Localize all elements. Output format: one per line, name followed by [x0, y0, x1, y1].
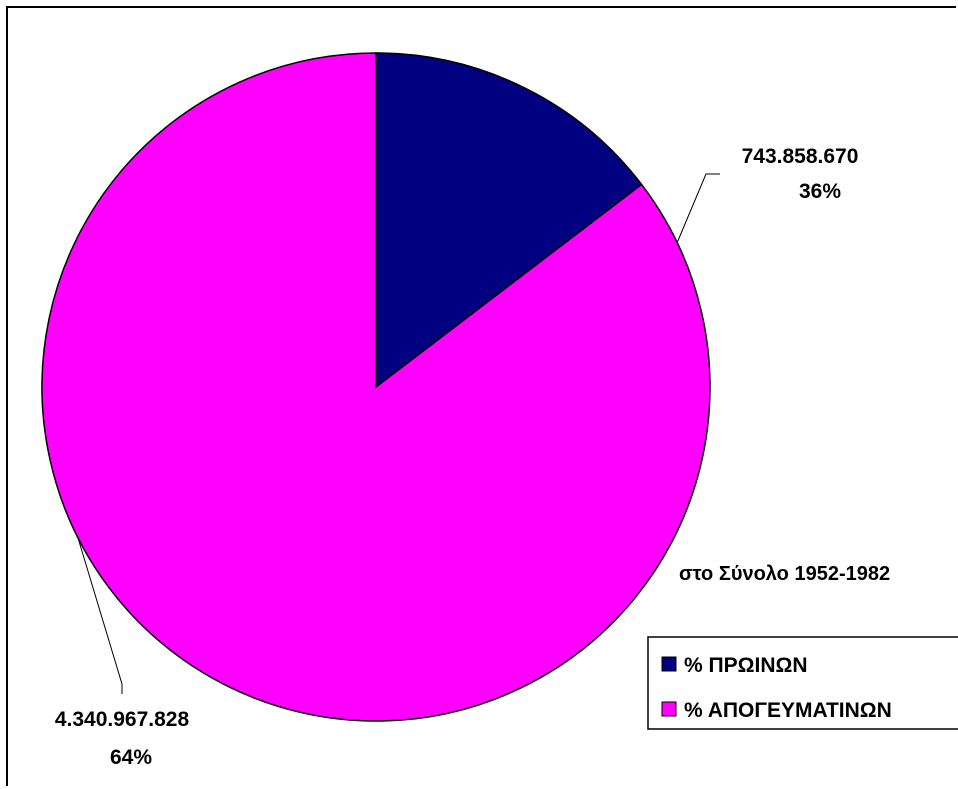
- chart-frame: [6, 6, 956, 786]
- slice-value-label-pr: 743.858.670: [742, 145, 859, 168]
- pie-slice-ap: [41, 52, 711, 722]
- legend: % ΠΡΩΙΝΩΝ % ΑΠΟΓΕΥΜΑΤΙΝΩΝ: [647, 636, 958, 730]
- pie-slice-pr: [375, 52, 643, 389]
- legend-box: [647, 636, 958, 730]
- slice-percent-label-pr: 36%: [799, 180, 841, 203]
- chart-subtitle: στο Σύνολο 1952-1982: [679, 563, 890, 585]
- legend-label-pr: % ΠΡΩΙΝΩΝ: [684, 654, 808, 677]
- leader-line-pr: [676, 173, 720, 244]
- slice-value-label-ap: 4.340.967.828: [55, 708, 190, 731]
- legend-swatch-ap: [661, 701, 677, 717]
- legend-swatch-pr: [661, 656, 677, 672]
- slice-percent-label-ap: 64%: [110, 746, 152, 769]
- legend-label-ap: % ΑΠΟΓΕΥΜΑΤΙΝΩΝ: [684, 699, 892, 722]
- leader-line-ap: [77, 537, 123, 694]
